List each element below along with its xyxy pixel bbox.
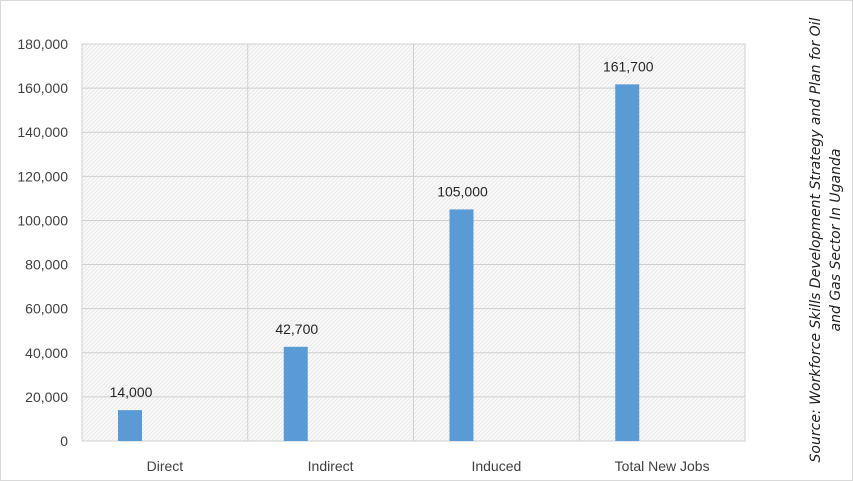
source-text: Source: Workforce Skills Development Str…	[808, 17, 844, 463]
bar	[615, 84, 640, 441]
y-tick-label: 60,000	[25, 301, 68, 317]
data-label: 105,000	[437, 183, 488, 199]
bar-chart: 14,000 42,700 105,000 161,700 0 20,000 40,000…	[17, 36, 746, 474]
data-label: 161,700	[603, 58, 654, 74]
y-tick-label: 20,000	[25, 389, 68, 405]
bars	[118, 84, 640, 441]
bar	[118, 410, 142, 441]
y-tick-label: 180,000	[17, 36, 68, 52]
x-tick-label: Induced	[471, 458, 521, 474]
y-tick-label: 140,000	[17, 124, 68, 140]
bar	[449, 209, 474, 441]
x-tick-label: Direct	[147, 458, 184, 474]
data-labels: 14,000 42,700 105,000 161,700	[110, 58, 654, 400]
y-tick-label: 100,000	[17, 212, 68, 228]
y-tick-label: 40,000	[25, 345, 68, 361]
bar	[283, 346, 308, 441]
y-tick-label: 80,000	[25, 257, 68, 273]
source-note: Source: Workforce Skills Development Str…	[800, 0, 853, 481]
data-label: 42,700	[275, 321, 318, 337]
y-tick-label: 160,000	[17, 80, 68, 96]
axes: 0 20,000 40,000 60,000 80,000 100,000 120,000 1…	[17, 36, 709, 474]
y-tick-label: 0	[60, 433, 68, 449]
data-label: 14,000	[110, 384, 153, 400]
y-tick-label: 120,000	[17, 168, 68, 184]
x-tick-label: Total New Jobs	[615, 458, 710, 474]
x-tick-label: Indirect	[308, 458, 354, 474]
